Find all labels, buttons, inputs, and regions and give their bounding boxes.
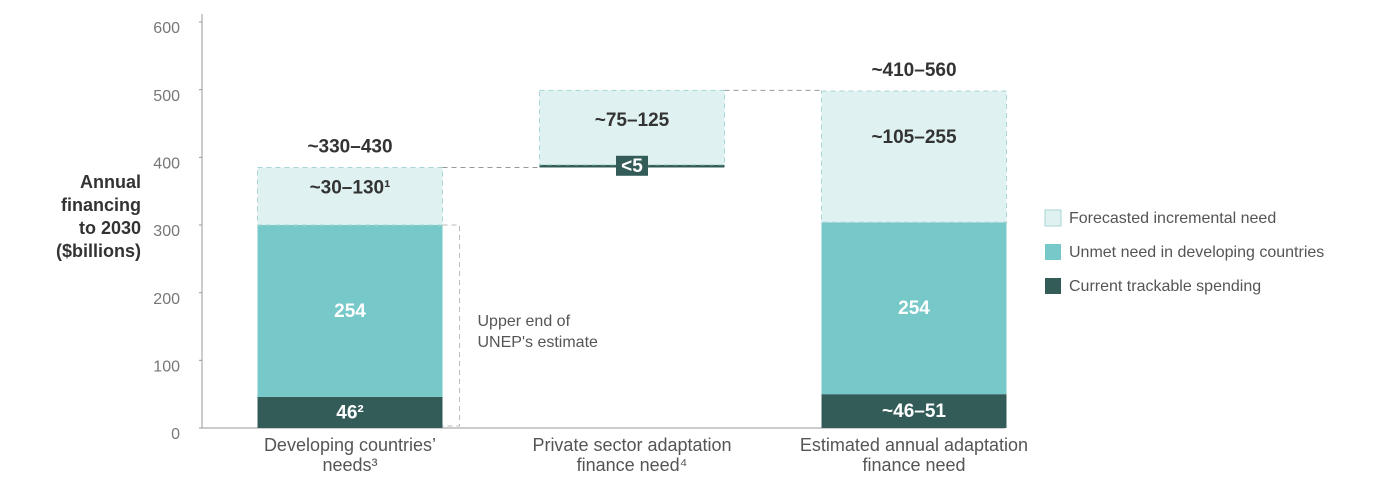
- y-axis-label: financing: [61, 195, 141, 215]
- y-tick-label: 0: [171, 426, 180, 443]
- total-label: ~330–430: [307, 136, 392, 157]
- bar-segment: [821, 90, 1007, 223]
- value-label: ~30–130¹: [310, 178, 391, 199]
- value-label: ~105–255: [871, 127, 956, 148]
- value-label: 46²: [336, 402, 363, 423]
- bar-segment: [257, 166, 443, 226]
- annotation: UNEP's estimate: [478, 334, 599, 351]
- bracket: [442, 224, 460, 427]
- y-axis-label: Annual: [80, 172, 141, 192]
- y-tick-label: 300: [153, 223, 180, 240]
- y-tick-label: 400: [153, 156, 180, 173]
- bar-segment: [257, 225, 443, 397]
- total-label: ~410–560: [871, 60, 956, 81]
- y-tick-label: 100: [153, 359, 180, 376]
- y-tick-label: 500: [153, 88, 180, 105]
- legend-swatch: [1044, 209, 1062, 227]
- x-tick-label: Developing countries’ needs³: [263, 435, 437, 475]
- bar-segment: [257, 396, 443, 428]
- bar-segment: [821, 394, 1007, 428]
- value-label: 254: [898, 298, 930, 319]
- value-label: <5: [621, 156, 643, 177]
- x-tick-label: Estimated annual adaptation finance need: [799, 435, 1029, 475]
- bar-segment: [821, 222, 1007, 395]
- legend-swatch: [1045, 244, 1061, 260]
- value-label: ~46–51: [882, 401, 946, 422]
- label-box: [616, 155, 648, 176]
- value-label: ~75–125: [595, 110, 670, 131]
- y-tick-label: 200: [153, 291, 180, 308]
- legend-swatch: [1045, 278, 1061, 294]
- bar-segment: [539, 89, 725, 166]
- annotation: Upper end of: [478, 313, 571, 330]
- y-axis-label: ($billions): [56, 241, 141, 261]
- y-axis-label: to 2030: [79, 218, 141, 238]
- legend-label: Unmet need in developing countries: [1069, 244, 1324, 261]
- legend-label: Forecasted incremental need: [1069, 210, 1276, 227]
- x-tick-label: Private sector adaptation finance need⁴: [532, 435, 732, 475]
- y-tick-label: 600: [153, 20, 180, 37]
- value-label: 254: [334, 301, 366, 322]
- legend-label: Current trackable spending: [1069, 278, 1261, 295]
